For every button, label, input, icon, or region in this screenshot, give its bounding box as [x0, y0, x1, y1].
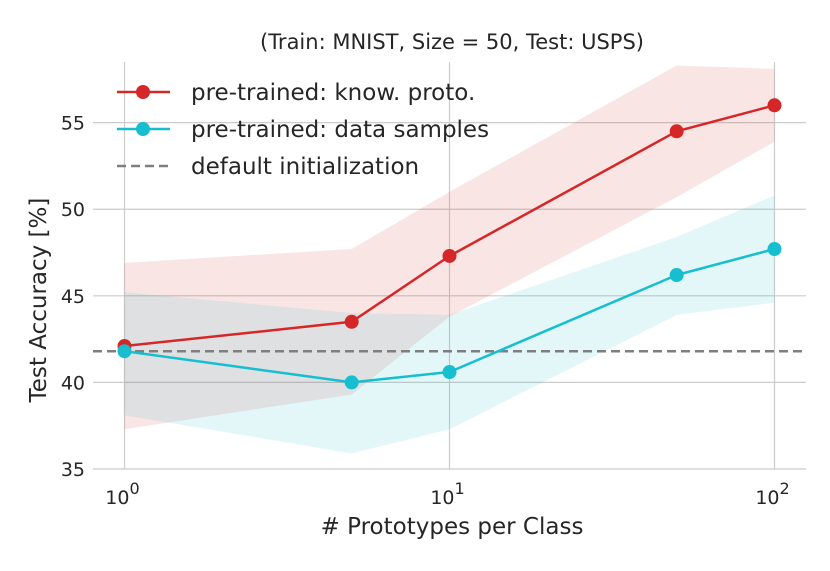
point-series-0-x50 — [669, 124, 684, 139]
point-series-0-x100 — [767, 98, 782, 113]
band-series-1 — [124, 195, 775, 454]
x-tick-label-100: 102 — [755, 479, 789, 509]
x-axis-label: # Prototypes per Class — [321, 514, 584, 540]
y-axis-label: Test Accuracy [%] — [26, 198, 52, 404]
legend-marker-know-proto — [136, 85, 150, 99]
point-series-1-x50 — [669, 268, 684, 283]
y-tick-label-45: 45 — [61, 286, 85, 308]
legend-label-data-samples: pre-trained: data samples — [191, 117, 489, 143]
legend-marker-data-samples — [136, 122, 150, 136]
y-tick-label-50: 50 — [61, 199, 85, 221]
band-series-0 — [124, 65, 775, 430]
point-series-1-x100 — [767, 242, 782, 257]
y-tick-label-55: 55 — [61, 113, 85, 135]
point-series-1-x5 — [344, 375, 359, 390]
point-series-0-x5 — [344, 314, 359, 329]
point-series-0-x10 — [442, 248, 457, 263]
legend-label-know-proto: pre-trained: know. proto. — [191, 80, 475, 106]
point-series-1-x1 — [117, 344, 132, 359]
x-tick-label-1: 100 — [105, 479, 139, 509]
point-series-1-x10 — [442, 365, 457, 380]
y-tick-label-35: 35 — [61, 459, 85, 481]
series-points — [117, 98, 782, 390]
chart-title: (Train: MNIST, Size = 50, Test: USPS) — [260, 30, 644, 54]
tick-labels: 35 40 45 50 55 100 101 102 — [61, 113, 790, 509]
y-tick-label-40: 40 — [61, 372, 85, 394]
confidence-bands — [124, 65, 775, 454]
grid — [93, 62, 806, 470]
legend: pre-trained: know. proto. pre-trained: d… — [117, 80, 489, 180]
legend-label-default-init: default initialization — [191, 154, 419, 180]
x-tick-label-10: 101 — [430, 479, 464, 509]
